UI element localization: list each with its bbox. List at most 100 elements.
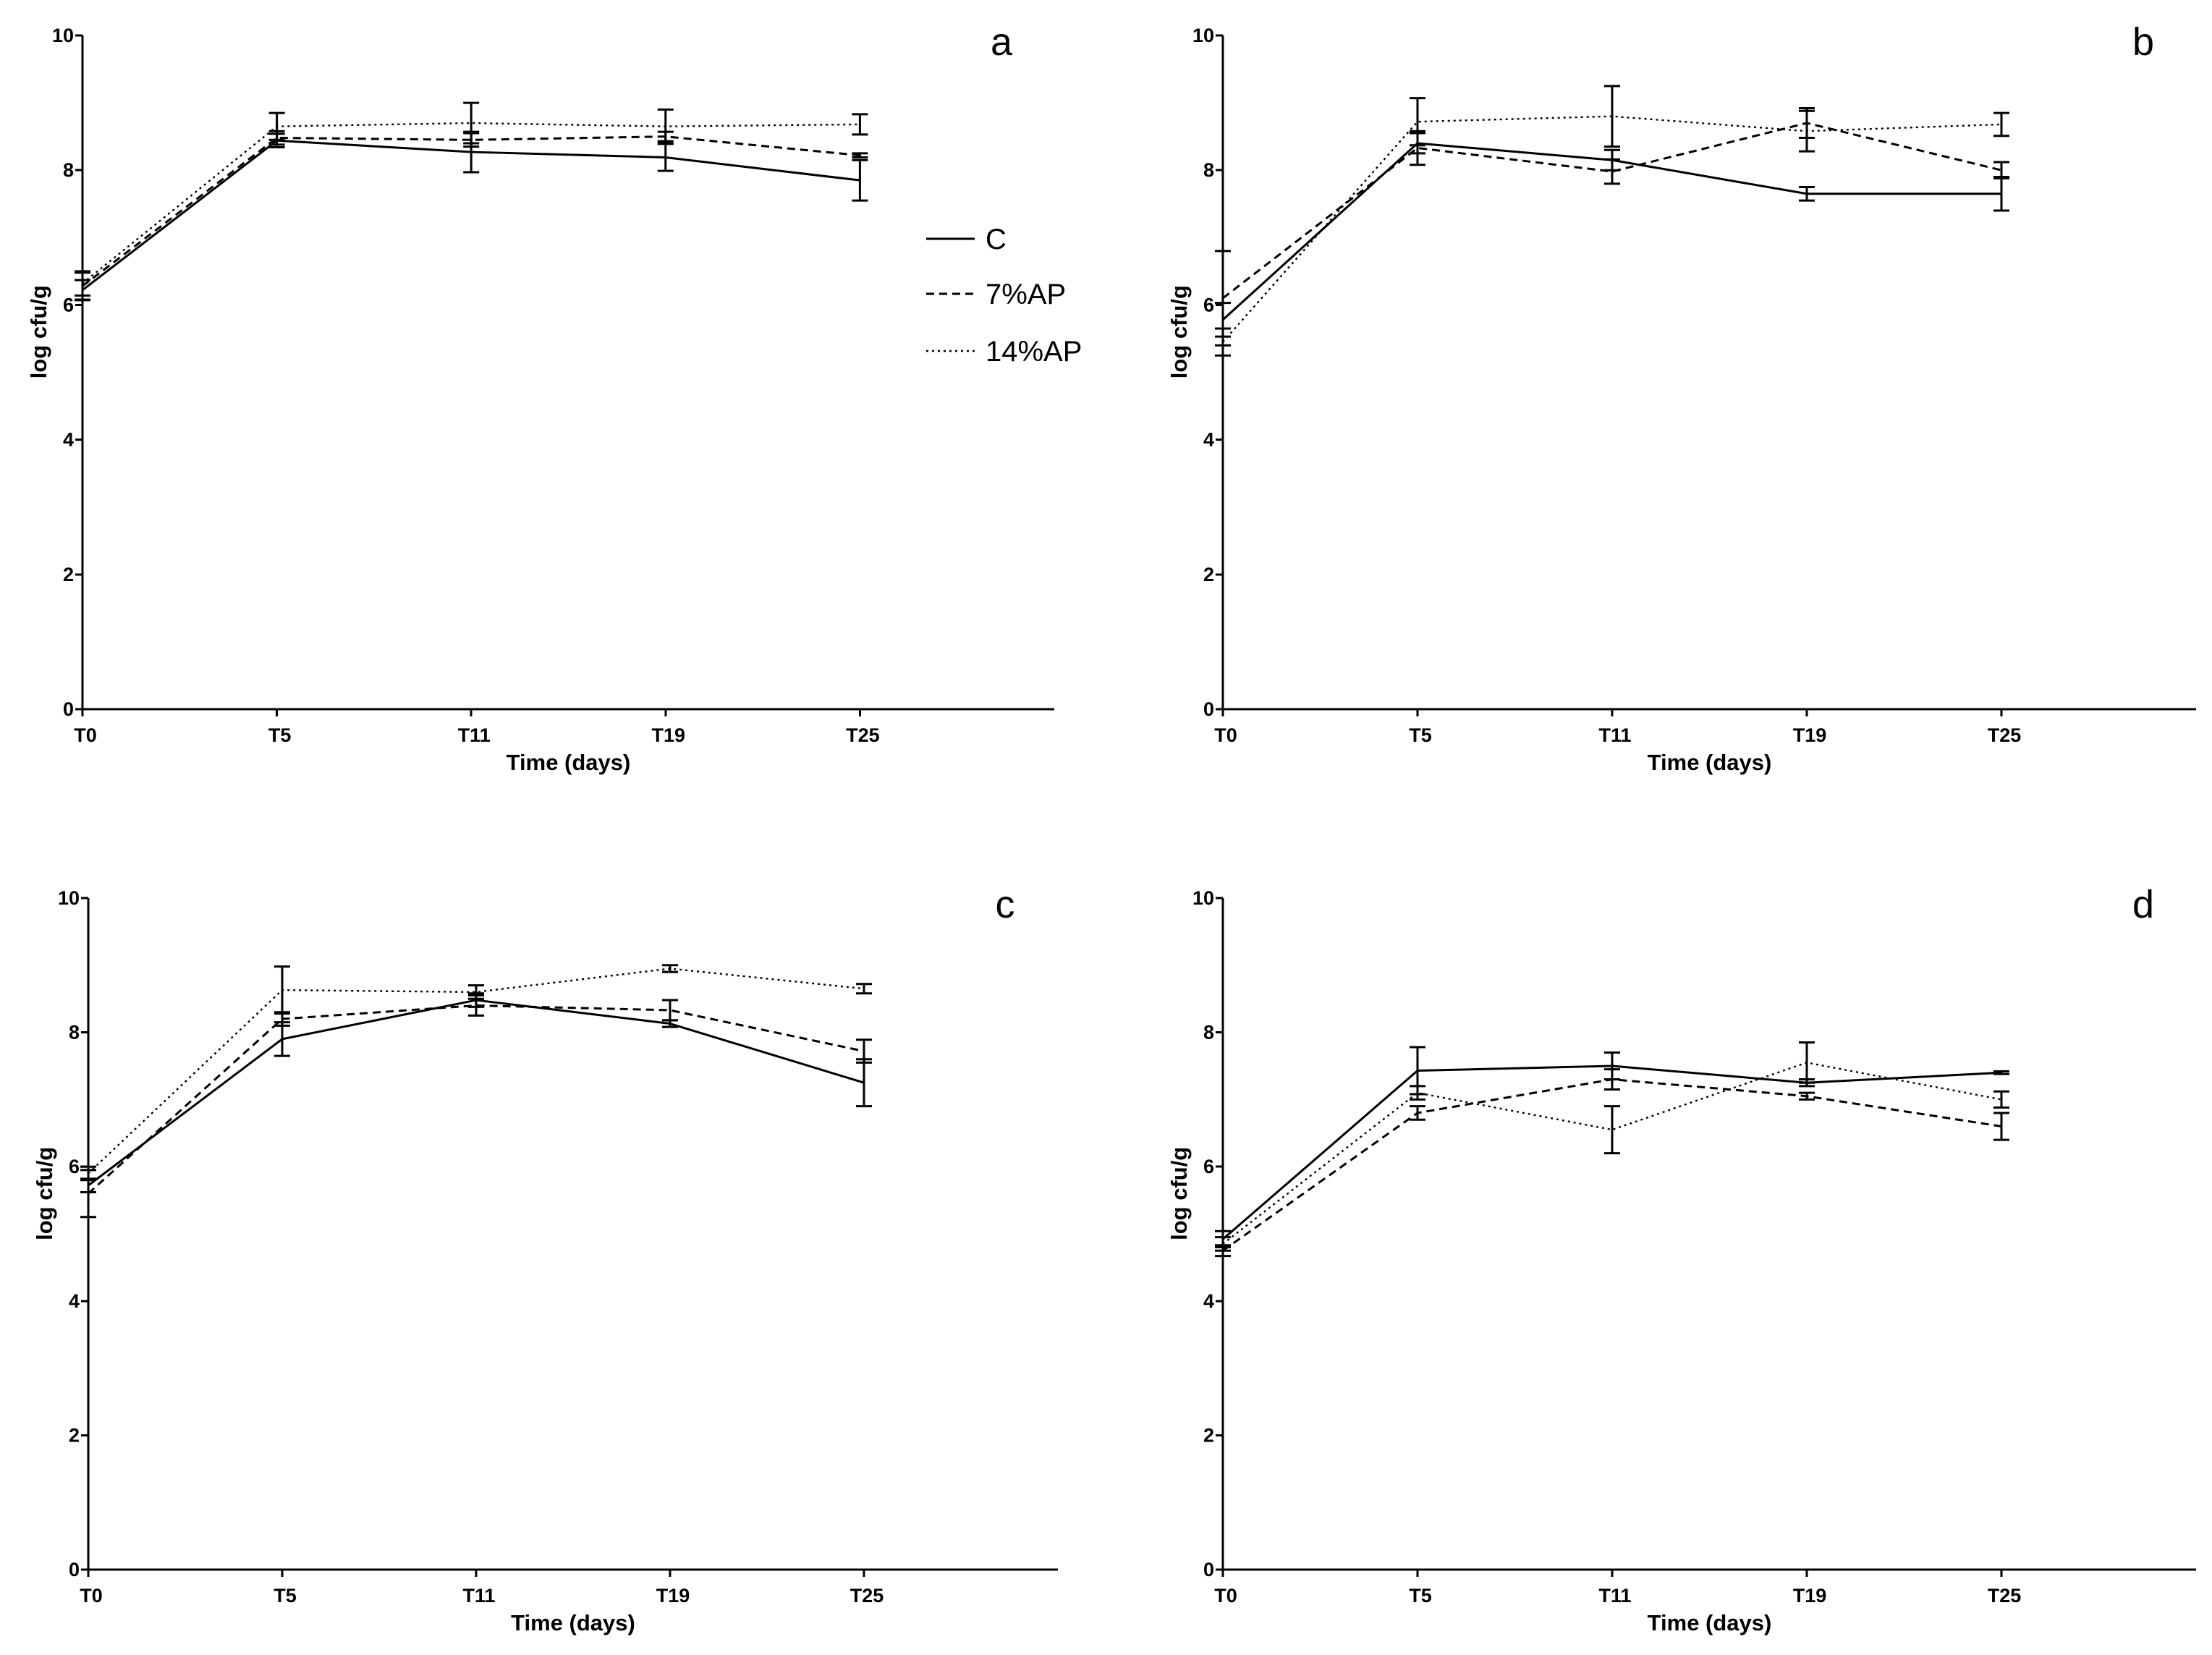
data-point-14ap-t25: [1993, 1090, 2009, 1109]
x-tick-label: T11: [462, 1585, 495, 1607]
data-point-14ap-t0: [75, 270, 90, 297]
data-point-14ap-t11: [1604, 85, 1620, 148]
y-tick-label: 6: [1203, 294, 1214, 316]
y-tick-label: 2: [63, 564, 74, 585]
data-point-14ap-t25: [1993, 111, 2009, 137]
y-tick-label: 10: [1192, 887, 1214, 909]
y-tick-label: 2: [1203, 564, 1214, 585]
series-7ap: [1215, 1068, 2009, 1258]
data-point-14ap-t19: [1799, 1041, 1815, 1084]
y-axis-title: log cfu/g: [1166, 1147, 1192, 1240]
data-point-c-t19: [1799, 185, 1815, 202]
y-tick-label: 4: [69, 1290, 80, 1312]
series-14ap: [1215, 85, 2009, 357]
data-point-7ap-t25: [852, 152, 868, 159]
panel-d: 0 2 4 6 8 10 T0 T5 T11 T19 T25 Time (days) log cfu/g…: [1166, 883, 2196, 1635]
x-tick-label: T25: [846, 724, 880, 746]
y-tick-label: 0: [69, 1559, 80, 1580]
y-tick-label: 2: [1203, 1424, 1214, 1446]
x-tick-label: T0: [1214, 724, 1237, 746]
series-line-14ap: [1222, 115, 2002, 343]
x-tick-label: T11: [1598, 1585, 1631, 1607]
data-point-7ap-t11: [1604, 1068, 1620, 1091]
series-7ap: [80, 994, 872, 1219]
y-tick-label: 2: [69, 1424, 80, 1446]
x-tick-label: T5: [1409, 1585, 1432, 1607]
data-point-14ap-t5: [1410, 97, 1425, 147]
x-tick-label: T19: [1793, 724, 1827, 746]
data-point-14ap-t19: [662, 964, 678, 973]
y-tick-label: 4: [1203, 1290, 1214, 1312]
data-point-14ap-t0: [1215, 1236, 1231, 1252]
x-tick-label: T19: [656, 1585, 690, 1607]
x-tick-label: T5: [268, 724, 292, 746]
x-tick-label: T25: [1988, 724, 2022, 746]
data-point-14ap-t5: [274, 965, 290, 1015]
data-point-14ap-t0: [1215, 327, 1231, 357]
legend-label: C: [986, 224, 1007, 255]
data-point-14ap-t5: [1410, 1085, 1425, 1101]
y-tick-label: 10: [1192, 25, 1214, 46]
data-point-14ap-t25: [852, 113, 868, 136]
panel-label: a: [991, 20, 1013, 64]
data-point-14ap-t5: [268, 111, 285, 141]
y-tick-label: 8: [1203, 159, 1214, 181]
x-axis-title: Time (days): [507, 750, 631, 775]
x-tick-label: T19: [1793, 1585, 1827, 1607]
data-point-c-t25: [856, 1058, 872, 1108]
series-line-7ap: [1222, 122, 2002, 300]
series-line-c: [88, 999, 865, 1187]
legend-entry-c: C: [926, 224, 1007, 255]
y-axis-title: log cfu/g: [26, 285, 51, 378]
data-point-14ap-t19: [657, 108, 674, 145]
x-axis-title: Time (days): [1648, 750, 1772, 775]
panel-label: c: [996, 883, 1015, 926]
y-tick-label: 8: [1203, 1022, 1214, 1044]
legend-label: 7%AP: [986, 279, 1066, 310]
x-tick-label: T5: [274, 1585, 297, 1607]
x-tick-label: T11: [1598, 724, 1631, 746]
series-line-7ap: [1222, 1078, 2002, 1252]
y-tick-label: 4: [63, 429, 74, 451]
y-tick-label: 10: [52, 25, 74, 46]
data-point-7ap-t11: [1604, 158, 1620, 185]
y-tick-label: 0: [63, 698, 74, 720]
x-tick-label: T11: [458, 724, 491, 746]
y-tick-label: 10: [58, 887, 80, 909]
x-tick-label: T25: [850, 1585, 884, 1607]
series-line-7ap: [82, 135, 860, 287]
data-point-7ap-t25: [1993, 1112, 2009, 1141]
data-point-14ap-t11: [468, 984, 484, 1000]
y-axis-title: log cfu/g: [1166, 285, 1192, 378]
y-tick-label: 8: [69, 1022, 80, 1044]
x-tick-label: T0: [80, 1585, 103, 1607]
data-point-7ap-t25: [856, 1038, 872, 1064]
legend: C 7%AP 14%AP: [926, 224, 1082, 368]
y-tick-label: 6: [1203, 1156, 1214, 1177]
y-tick-label: 0: [1203, 698, 1214, 720]
y-tick-label: 6: [69, 1156, 80, 1177]
series-c: [75, 130, 868, 302]
series-14ap: [1215, 1041, 2009, 1252]
data-point-7ap-t19: [1799, 1091, 1815, 1101]
legend-entry-14ap: 14%AP: [926, 336, 1082, 368]
y-axis-title: log cfu/g: [32, 1147, 57, 1240]
panel-b: 0 2 4 6 8 10 T0 T5 T11 T19 T25 Time (days) log cfu/g…: [1166, 20, 2196, 775]
x-tick-label: T5: [1409, 724, 1432, 746]
x-axis-title: Time (days): [1648, 1610, 1772, 1635]
y-tick-label: 6: [63, 294, 74, 316]
series-14ap: [80, 964, 872, 1182]
panel-label: d: [2132, 883, 2154, 926]
panel-c: 0 2 4 6 8 10 T0 T5 T11 T19 T25 Time (days) log cfu/g…: [32, 883, 1058, 1635]
data-point-14ap-t0: [80, 1165, 96, 1182]
panel-a: 0 2 4 6 8 10 T0 T5 T11 T19 T25 Time (days) log cfu/g…: [26, 20, 1082, 775]
x-tick-label: T25: [1988, 1585, 2022, 1607]
x-tick-label: T19: [652, 724, 686, 746]
data-point-14ap-t25: [856, 983, 872, 995]
data-point-c-t5: [274, 1021, 290, 1057]
data-point-14ap-t11: [463, 101, 480, 145]
data-point-14ap-t19: [1799, 109, 1815, 153]
x-axis-title: Time (days): [511, 1610, 635, 1635]
x-tick-label: T0: [74, 724, 97, 746]
